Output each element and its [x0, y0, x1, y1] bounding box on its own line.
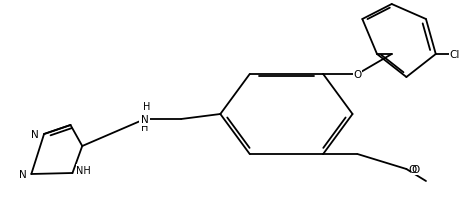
Text: O: O — [408, 164, 416, 174]
Text: O: O — [411, 164, 419, 174]
Text: N: N — [141, 114, 148, 124]
Text: H: H — [141, 122, 148, 132]
Text: O: O — [353, 70, 361, 80]
Text: H: H — [143, 101, 151, 111]
Text: Cl: Cl — [448, 50, 459, 60]
Text: NH: NH — [76, 165, 90, 175]
Text: N: N — [19, 169, 27, 179]
Text: N: N — [31, 129, 39, 139]
